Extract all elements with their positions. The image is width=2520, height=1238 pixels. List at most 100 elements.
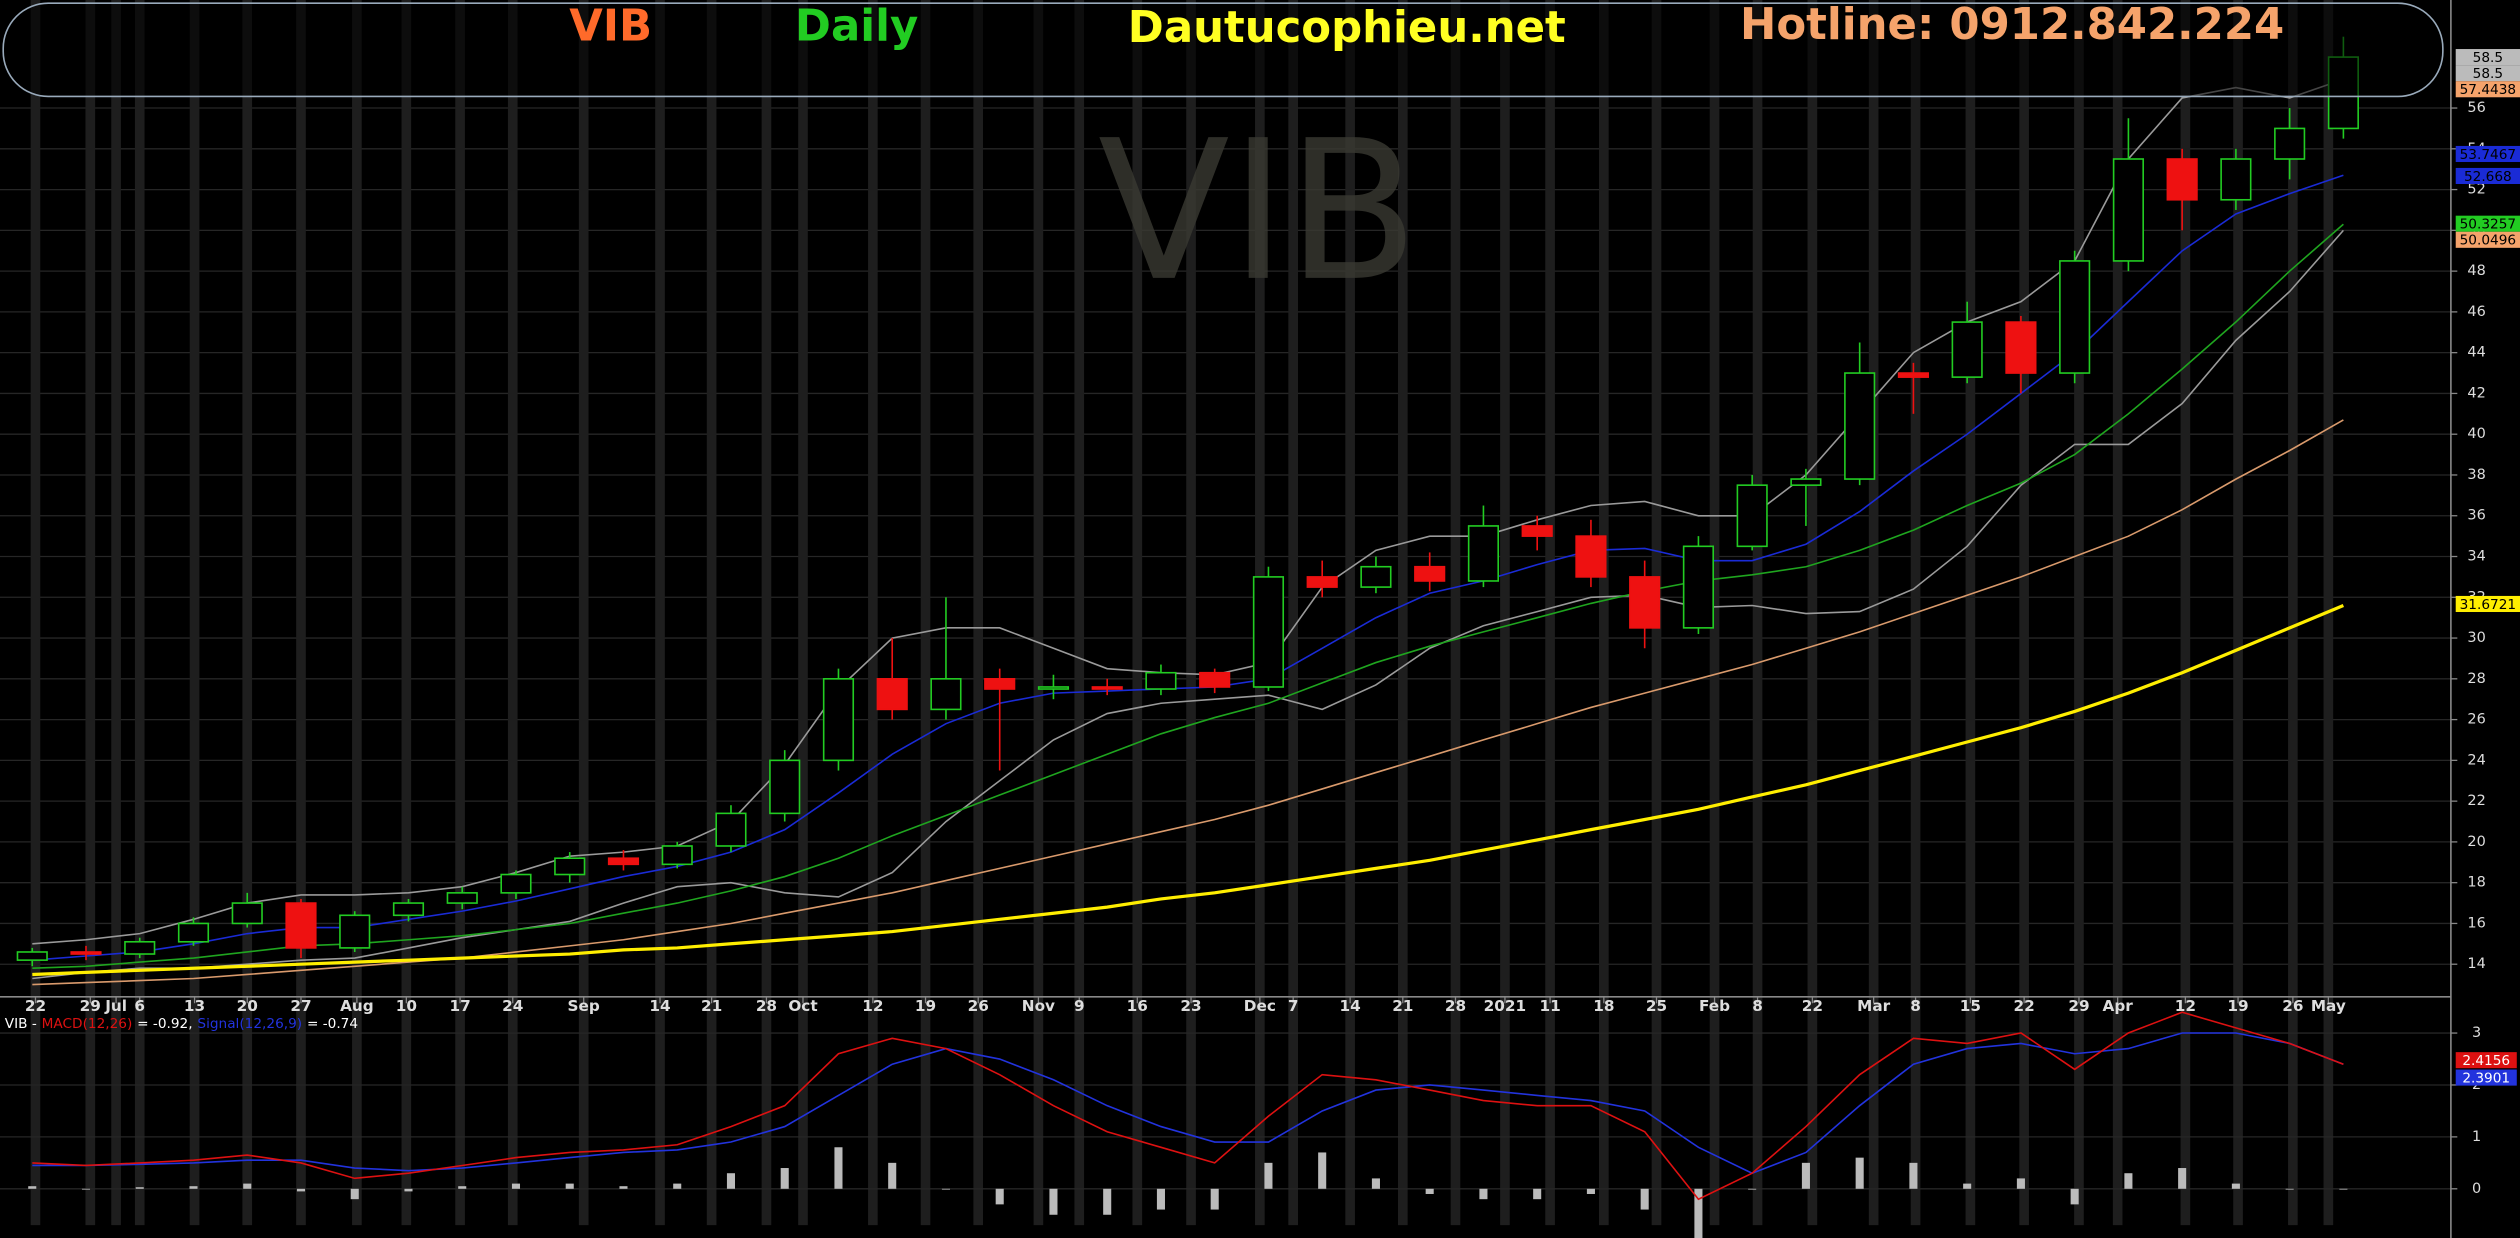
price-badge (2455, 595, 2520, 613)
x-tick-label: 12 (862, 997, 883, 1015)
macd-legend-part: Signal(12,26,9) (197, 1016, 302, 1032)
candle-body (2166, 158, 2198, 201)
y-tick-label: 30 (2467, 630, 2485, 646)
x-tick-label: 8 (1752, 997, 1763, 1015)
macd-histogram-bar (1264, 1162, 1273, 1189)
candle-body (1091, 686, 1123, 690)
macd-histogram-bar (28, 1186, 37, 1189)
y-tick-label: 1 (2472, 1129, 2481, 1145)
price-badge (2455, 81, 2520, 98)
x-tick-label: 22 (2014, 997, 2035, 1015)
x-tick-label: 16 (1127, 997, 1148, 1015)
x-tick-label: 2021 (1484, 997, 1526, 1015)
candle-body (124, 940, 156, 955)
macd-badge (2455, 1052, 2517, 1069)
x-tick-label: Nov (1022, 997, 1055, 1015)
candle-body (1790, 478, 1822, 486)
candle-body (231, 902, 263, 925)
watermark: VIB (1098, 100, 1419, 324)
indicator-line (32, 223, 2344, 970)
candle-body (1897, 372, 1930, 378)
macd-badge-label: 2.3901 (2462, 1070, 2510, 1086)
y-tick-label: 24 (2467, 752, 2485, 768)
price-badge-label: 53.7467 (2460, 147, 2516, 163)
x-tick-label: Apr (2103, 997, 2134, 1015)
candle-body (1521, 525, 1553, 537)
x-tick-label: 24 (502, 997, 523, 1015)
candle-body (2112, 158, 2144, 262)
x-tick-label: Jul (104, 997, 127, 1015)
price-badge-label: 58.5 (2473, 50, 2503, 66)
y-tick-label: 3 (2472, 1025, 2481, 1041)
x-tick-label: 20 (237, 997, 258, 1015)
x-tick-label: 26 (2282, 997, 2303, 1015)
x-tick-label: 22 (1802, 997, 1823, 1015)
y-tick-label: 22 (2467, 793, 2485, 809)
y-tick-label: 28 (2467, 671, 2485, 687)
symbol: VIB (569, 1, 652, 51)
price-badge (2455, 231, 2520, 248)
price-badge (2455, 145, 2520, 163)
macd-histogram-bar (404, 1188, 413, 1192)
x-tick-label: Mar (1857, 997, 1890, 1015)
macd-histogram-bar (2178, 1168, 2187, 1189)
macd-legend-part: = -0.92, (137, 1016, 192, 1032)
macd-histogram-bar (189, 1186, 198, 1189)
candle-body (1467, 525, 1500, 582)
y-tick-label: 14 (2467, 956, 2485, 972)
macd-histogram-bar (1909, 1162, 1918, 1189)
macd-legend-part: MACD(12,26) (42, 1016, 133, 1032)
y-tick-label: 16 (2467, 915, 2485, 931)
x-tick-label: 6 (134, 997, 145, 1015)
candle-body (392, 902, 425, 917)
macd-line (32, 1032, 2344, 1175)
macd-histogram-bar (243, 1183, 252, 1189)
x-tick-label: 19 (2227, 997, 2248, 1015)
x-tick-label: 23 (1180, 997, 1201, 1015)
macd-histogram-bar (458, 1186, 467, 1189)
macd-histogram-bar (1533, 1188, 1542, 1200)
indicator-line (32, 229, 2344, 980)
site: Dautucophieu.net (1128, 3, 1566, 53)
candle-body (1575, 535, 1607, 578)
candle-body (177, 922, 210, 943)
candle-body (1682, 545, 1715, 629)
x-tick-label: 9 (1074, 997, 1085, 1015)
y-tick-label: 38 (2467, 467, 2485, 483)
candle-body (1360, 565, 1392, 588)
price-badge-label: 50.3257 (2460, 217, 2516, 233)
macd-histogram-bar (565, 1183, 574, 1189)
x-tick-label: 22 (25, 997, 46, 1015)
x-tick-label: Feb (1699, 997, 1730, 1015)
candle-body (554, 857, 586, 876)
macd-histogram-bar (1801, 1162, 1810, 1189)
macd-badge (2455, 1069, 2517, 1086)
candle-body (1414, 565, 1446, 582)
candle-body (822, 678, 855, 762)
macd-badge-label: 2.4156 (2462, 1053, 2510, 1069)
candle-body (930, 678, 962, 711)
macd-histogram-bar (619, 1186, 628, 1189)
macd-histogram-bar (2285, 1188, 2294, 1190)
y-tick-label: 0 (2472, 1181, 2481, 1197)
plot-layer (16, 36, 2359, 1238)
macd-histogram-bar (1049, 1188, 1058, 1215)
price-badge-label: 50.0496 (2460, 233, 2516, 249)
macd-histogram-bar (2016, 1178, 2025, 1189)
macd-legend: VIB - MACD(12,26) = -0.92, Signal(12,26,9) =… (5, 1016, 358, 1032)
candle-body (1199, 671, 1231, 688)
price-badge-label: 52.668 (2464, 169, 2512, 185)
candle-body (2005, 321, 2037, 374)
y-tick-label: 18 (2467, 875, 2485, 891)
macd-histogram-bar (296, 1188, 306, 1192)
candle-body (2059, 260, 2091, 374)
y-tick-label: 26 (2467, 712, 2485, 728)
x-tick-label: 29 (80, 997, 101, 1015)
x-tick-label: 17 (449, 997, 470, 1015)
candle-body (2274, 127, 2306, 160)
x-tick-label: 13 (184, 997, 205, 1015)
hotline: Hotline: 0912.842.224 (1740, 0, 2284, 50)
candle-body (339, 914, 371, 949)
macd-histogram-bar (1640, 1188, 1649, 1210)
macd-histogram-bar (1694, 1188, 1703, 1238)
